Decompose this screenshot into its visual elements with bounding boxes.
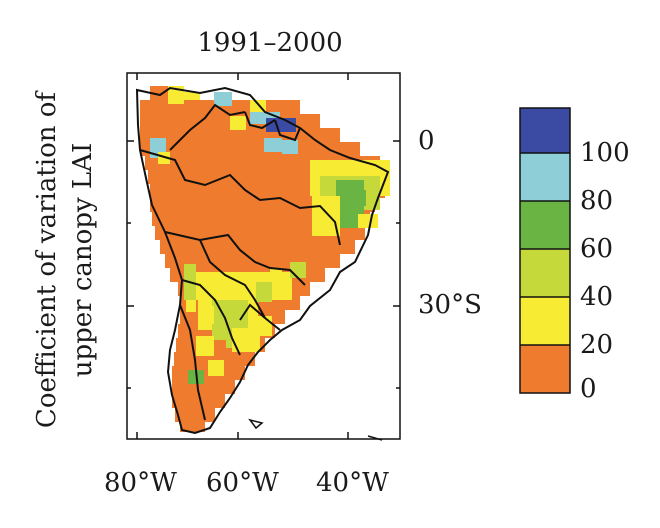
colorbar-bin-60-80 xyxy=(520,201,570,249)
lai-cell-patch xyxy=(358,214,378,228)
lai-cell-row xyxy=(175,408,215,422)
lai-cell-row xyxy=(160,240,355,254)
lai-cell-patch xyxy=(266,118,296,132)
lai-cell-patch xyxy=(230,116,246,130)
lat-tick-0: 0 xyxy=(418,126,435,156)
coastline xyxy=(135,86,390,435)
lai-cell-row xyxy=(180,422,205,432)
lai-cell-patch xyxy=(186,300,196,312)
lai-grid-cells xyxy=(140,86,390,432)
lai-cell-row xyxy=(140,142,360,156)
lai-cell-patch xyxy=(264,138,282,152)
colorbar-bin-100-plus xyxy=(520,108,570,153)
lon-tick-40w: 40°W xyxy=(316,468,389,498)
frame-ticks xyxy=(127,73,400,439)
lai-cell-row xyxy=(172,380,235,394)
lai-cell-patch xyxy=(196,336,214,356)
colorbar-bin-80-100 xyxy=(520,153,570,201)
colorbar xyxy=(519,107,571,394)
lai-cell-patch xyxy=(208,360,224,376)
islands xyxy=(248,418,383,441)
lai-cell-patch xyxy=(270,268,282,282)
colorbar-tick-60: 60 xyxy=(580,234,614,264)
lai-cell-patch xyxy=(290,262,306,278)
lat-tick-30s: 30°S xyxy=(418,290,482,320)
colorbar-bin-40-60 xyxy=(520,249,570,297)
colorbar-tick-100: 100 xyxy=(580,138,630,168)
lai-cell-patch xyxy=(184,92,200,100)
colorbar-bin-0-20 xyxy=(520,345,570,393)
lai-cell-patch xyxy=(282,140,298,154)
colorbar-tick-80: 80 xyxy=(580,186,614,216)
lai-cell-patch xyxy=(256,282,272,302)
lai-cell-patch xyxy=(348,190,366,206)
map-frame xyxy=(126,72,401,440)
lon-tick-80w: 80°W xyxy=(104,468,177,498)
map-title: 1991–2000 xyxy=(197,28,343,58)
lon-tick-60w: 60°W xyxy=(206,468,279,498)
colorbar-bin-20-40 xyxy=(520,297,570,345)
colorbar-tick-40: 40 xyxy=(580,282,614,312)
lai-cell-patch xyxy=(214,92,232,106)
lai-cell-patch xyxy=(250,112,266,124)
colorbar-tick-0: 0 xyxy=(580,374,597,404)
lai-cell-patch xyxy=(198,306,214,324)
lai-cell-patch xyxy=(312,196,340,236)
colorbar-tick-20: 20 xyxy=(580,330,614,360)
lai-cell-row xyxy=(172,394,225,408)
